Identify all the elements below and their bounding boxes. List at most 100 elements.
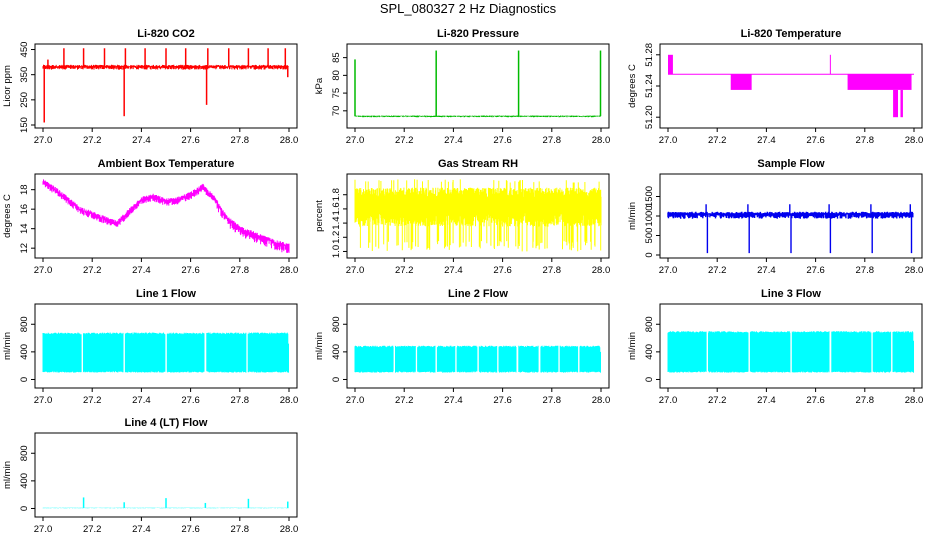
series-line <box>42 179 290 253</box>
x-tick-label: 27.2 <box>83 395 102 406</box>
series-line <box>354 115 601 118</box>
page-title: SPL_080327 2 Hz Diagnostics <box>379 1 557 16</box>
panel-sample: Sample Flow ml/min 27.0 27.2 27.4 27.6 27.8 28.… <box>627 158 923 276</box>
panel-title: Li-820 CO2 <box>137 28 194 40</box>
x-tick-label: 27.4 <box>132 265 151 276</box>
x-tick-label: 27.4 <box>444 395 463 406</box>
y-tick-label: 51.20 <box>644 105 655 129</box>
plot-frame <box>34 173 298 259</box>
panel-line4: Line 4 (LT) Flow ml/min 27.0 27.2 27.4 27.6 27… <box>2 417 298 535</box>
panel-title: Li-820 Pressure <box>437 28 519 40</box>
x-tick-label: 27.8 <box>231 135 250 146</box>
x-tick-label: 27.0 <box>34 395 53 406</box>
x-tick-label: 27.4 <box>444 135 463 146</box>
y-tick-label: 70 <box>331 106 342 117</box>
y-axis-label: ml/min <box>2 332 13 360</box>
panel-title: Line 3 Flow <box>761 288 821 300</box>
x-tick-label: 27.8 <box>856 395 875 406</box>
y-tick-label: 16 <box>19 204 30 215</box>
y-tick-label: 1.0 <box>331 245 342 258</box>
x-tick-label: 27.0 <box>659 135 678 146</box>
x-tick-label: 27.6 <box>181 395 200 406</box>
x-tick-label: 28.0 <box>280 395 299 406</box>
panel-title: Line 1 Flow <box>136 288 196 300</box>
panel-title: Line 2 Flow <box>448 288 508 300</box>
y-tick-label: 14 <box>19 223 30 234</box>
panel-title: Sample Flow <box>757 158 825 170</box>
panel-ambient: Ambient Box Temperature degrees C 27.0 27.2… <box>2 158 298 276</box>
panel-title: Line 4 (LT) Flow <box>125 417 208 429</box>
x-tick-label: 27.0 <box>346 265 365 276</box>
y-tick-label: 85 <box>331 52 342 63</box>
panel-temperature: Li-820 Temperature degrees C 27.0 27.2 27.4 2… <box>627 28 923 146</box>
y-tick-label: 500 <box>644 228 655 244</box>
x-tick-label: 27.4 <box>132 395 151 406</box>
y-tick-label: 350 <box>19 67 30 83</box>
x-tick-label: 27.8 <box>543 265 562 276</box>
y-tick-label: 400 <box>644 344 655 360</box>
x-tick-label: 27.6 <box>181 524 200 535</box>
x-tick-label: 27.8 <box>543 395 562 406</box>
y-tick-label: 1.4 <box>331 216 342 229</box>
x-tick-label: 27.4 <box>757 395 776 406</box>
x-tick-label: 27.2 <box>708 265 727 276</box>
y-tick-label: 1.8 <box>331 188 342 201</box>
y-tick-label: 18 <box>19 184 30 195</box>
x-tick-label: 27.2 <box>83 265 102 276</box>
y-axis-label: percent <box>314 200 325 232</box>
x-tick-label: 27.6 <box>493 135 512 146</box>
series-line <box>667 331 914 373</box>
y-axis-label: ml/min <box>627 202 638 230</box>
x-tick-label: 27.0 <box>34 135 53 146</box>
x-tick-label: 28.0 <box>905 265 924 276</box>
x-tick-label: 27.2 <box>83 135 102 146</box>
series-line <box>42 332 289 373</box>
y-tick-label: 400 <box>331 344 342 360</box>
plot-frame <box>34 43 298 129</box>
y-tick-label: 1.2 <box>331 231 342 244</box>
y-tick-label: 1.6 <box>331 202 342 215</box>
x-tick-label: 27.4 <box>444 265 463 276</box>
series-block <box>847 74 912 90</box>
x-tick-label: 27.0 <box>659 265 678 276</box>
series-block <box>893 89 899 118</box>
plot-frame <box>346 303 610 389</box>
x-tick-label: 28.0 <box>905 395 924 406</box>
x-tick-label: 27.6 <box>493 265 512 276</box>
x-tick-label: 27.0 <box>346 135 365 146</box>
y-tick-label: 1500 <box>644 186 655 207</box>
x-tick-label: 28.0 <box>592 135 611 146</box>
x-tick-label: 27.2 <box>83 524 102 535</box>
y-tick-label: 51.24 <box>644 74 655 98</box>
x-tick-label: 27.6 <box>806 135 825 146</box>
y-tick-label: 450 <box>19 42 30 58</box>
x-tick-label: 27.2 <box>708 135 727 146</box>
panel-co2: Li-820 CO2 Licor ppm 27.0 27.2 27.4 27.6 27.8 2… <box>2 28 298 146</box>
series-block <box>668 54 673 75</box>
x-tick-label: 28.0 <box>592 395 611 406</box>
panel-line1: Line 1 Flow ml/min 27.0 27.2 27.4 27.6 27.8 28.… <box>2 288 298 406</box>
x-tick-label: 28.0 <box>280 524 299 535</box>
x-tick-label: 27.2 <box>395 265 414 276</box>
panel-title: Gas Stream RH <box>438 158 518 170</box>
panel-line2: Line 2 Flow ml/min 27.0 27.2 27.4 27.6 27.8 28.… <box>314 288 610 406</box>
y-axis-label: ml/min <box>314 332 325 360</box>
panel-title: Li-820 Temperature <box>741 28 842 40</box>
x-tick-label: 27.8 <box>231 265 250 276</box>
panel-rh: Gas Stream RH percent 27.0 27.2 27.4 27.6 27.8… <box>314 158 610 276</box>
y-tick-label: 1000 <box>644 205 655 226</box>
y-tick-label: 400 <box>19 473 30 489</box>
plot-frame <box>34 303 298 389</box>
y-tick-label: 800 <box>19 316 30 332</box>
x-tick-label: 27.6 <box>806 265 825 276</box>
y-axis-label: Licor ppm <box>2 65 13 107</box>
y-tick-label: 0 <box>644 377 655 382</box>
x-tick-label: 27.2 <box>395 395 414 406</box>
x-tick-label: 27.6 <box>806 395 825 406</box>
plot-frame <box>34 432 298 518</box>
y-tick-label: 0 <box>19 377 30 382</box>
x-tick-label: 27.2 <box>395 135 414 146</box>
series-line <box>354 345 601 373</box>
x-tick-label: 28.0 <box>280 135 299 146</box>
